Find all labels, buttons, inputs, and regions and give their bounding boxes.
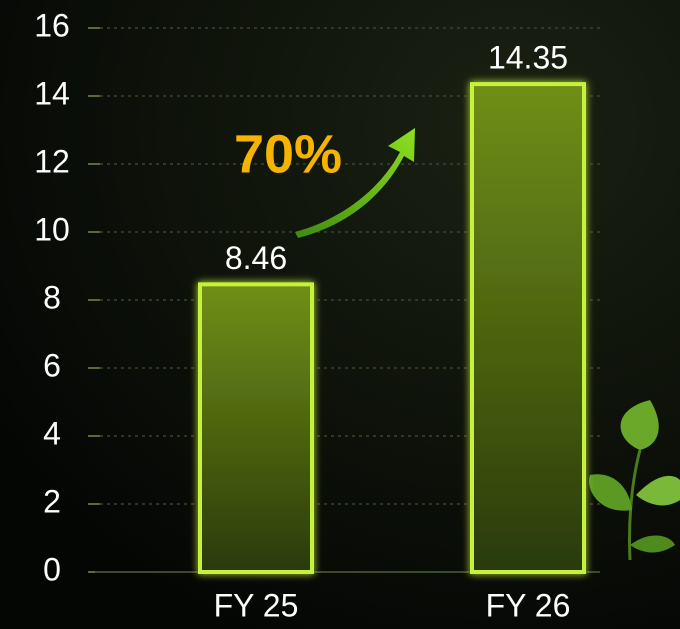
y-tick-label: 16 — [34, 7, 70, 43]
bar — [470, 82, 586, 574]
y-tick-label: 4 — [43, 415, 61, 451]
growth-arrow — [295, 128, 415, 238]
x-tick-label: FY 25 — [214, 587, 299, 623]
y-tick-label: 0 — [43, 551, 61, 587]
y-tick-label: 10 — [34, 211, 70, 247]
y-tick-label: 8 — [43, 279, 61, 315]
bars — [198, 82, 586, 574]
value-label: 8.46 — [225, 240, 287, 276]
y-tick-label: 14 — [34, 75, 70, 111]
value-label: 14.35 — [488, 40, 568, 76]
annotation: 70% — [234, 124, 342, 184]
x-tick-label: FY 26 — [486, 587, 571, 623]
y-tick-label: 2 — [43, 483, 61, 519]
y-tick-label: 6 — [43, 347, 61, 383]
bar — [198, 282, 314, 574]
plant-decoration — [589, 400, 680, 561]
y-tick-label: 12 — [34, 143, 70, 179]
grid: 0 2 4 6 8 10 12 14 16 — [34, 7, 600, 587]
